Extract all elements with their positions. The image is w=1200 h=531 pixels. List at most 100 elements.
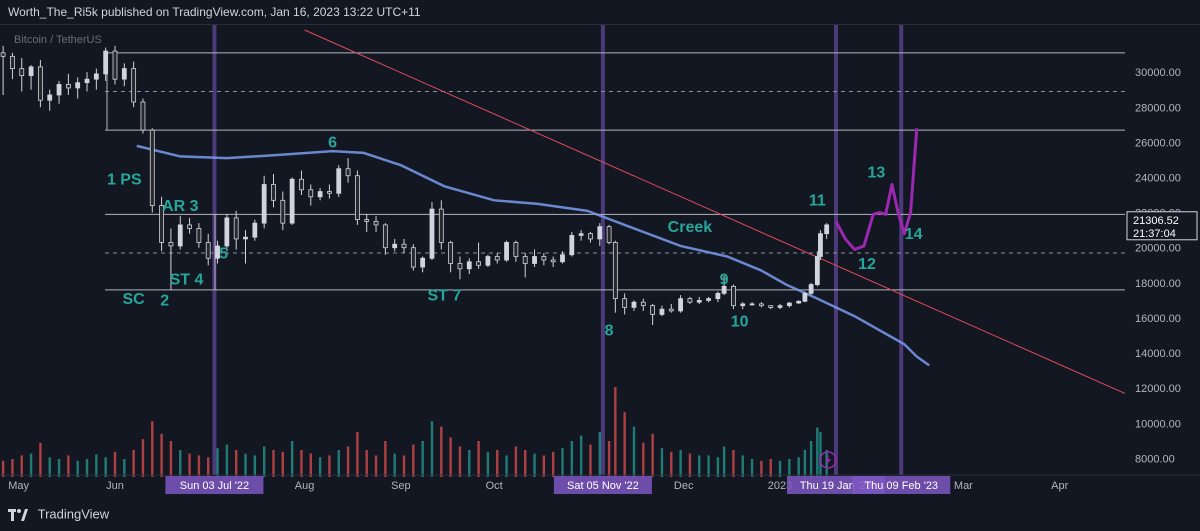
candle-body bbox=[327, 191, 332, 194]
volume-bar bbox=[660, 448, 664, 477]
volume-bar bbox=[570, 441, 574, 477]
candle-body bbox=[622, 298, 628, 308]
volume-bar bbox=[402, 455, 406, 477]
candle-body bbox=[504, 242, 509, 261]
candle-body bbox=[597, 226, 603, 240]
volume-bar bbox=[113, 451, 117, 477]
volume-bar bbox=[642, 442, 645, 477]
candle-body bbox=[56, 84, 62, 96]
price-tick-label: 16000.00 bbox=[1135, 313, 1181, 325]
volume-bar bbox=[132, 450, 135, 477]
candle-body bbox=[103, 50, 109, 75]
candle-body bbox=[410, 247, 416, 268]
volume-bar bbox=[225, 444, 229, 477]
candle-body bbox=[159, 205, 165, 243]
volume-bar bbox=[141, 439, 145, 477]
wyckoff-annotation: SC bbox=[123, 291, 146, 308]
candle-body bbox=[824, 224, 830, 235]
date-marker-line bbox=[833, 25, 838, 475]
volume-bar bbox=[309, 453, 312, 477]
volume-bar bbox=[589, 444, 592, 477]
volume-bar bbox=[337, 450, 340, 477]
volume-bar bbox=[300, 450, 303, 477]
volume-bar bbox=[732, 450, 735, 477]
price-tick-label: 12000.00 bbox=[1135, 383, 1181, 395]
volume-bar bbox=[67, 455, 70, 477]
volume-bar bbox=[123, 459, 126, 477]
candle-body bbox=[758, 303, 764, 307]
volume-bar bbox=[797, 457, 800, 477]
date-marker-label: Sat 05 Nov '22 bbox=[567, 480, 639, 492]
volume-bar bbox=[346, 446, 350, 477]
candle-body bbox=[149, 129, 155, 206]
volume-bar bbox=[234, 450, 238, 477]
price-tick-label: 26000.00 bbox=[1135, 137, 1181, 149]
candle-body bbox=[345, 168, 351, 177]
candle-body bbox=[749, 303, 755, 306]
footer-brand: TradingView bbox=[37, 506, 110, 522]
candle-body bbox=[429, 208, 435, 259]
volume-bar bbox=[825, 450, 828, 477]
candle-body bbox=[93, 73, 99, 80]
volume-bar bbox=[384, 441, 387, 477]
candle-body bbox=[808, 284, 814, 294]
month-tick-label: Dec bbox=[674, 480, 694, 492]
volume-bar bbox=[29, 453, 33, 477]
candle-body bbox=[280, 199, 286, 224]
volume-bar bbox=[104, 457, 107, 477]
candle-body bbox=[668, 308, 674, 312]
volume-bar bbox=[679, 450, 682, 477]
volume-bar bbox=[760, 460, 763, 477]
candle-body bbox=[640, 301, 646, 307]
volume-bar bbox=[39, 442, 42, 477]
volume-bar bbox=[542, 455, 546, 477]
candle-body bbox=[10, 55, 15, 70]
candle-body bbox=[317, 191, 323, 198]
date-marker-badge bbox=[553, 476, 652, 494]
wyckoff-annotation: ST 4 bbox=[170, 272, 204, 289]
projection-path bbox=[834, 128, 919, 251]
wyckoff-annotation: 14 bbox=[905, 226, 923, 243]
date-marker-line bbox=[600, 25, 605, 475]
month-tick-label: Aug bbox=[295, 480, 315, 492]
chart-frame[interactable]: 1 PS AR 3 ST 4 SC 2 5 6 ST 7 Creek 8 9 10 11 12 13 14 Bi… bbox=[0, 24, 1200, 499]
price-tick-label: 14000.00 bbox=[1135, 348, 1181, 360]
candle-body bbox=[485, 256, 491, 266]
wyckoff-annotation: 6 bbox=[328, 135, 337, 152]
volume-bar bbox=[85, 459, 89, 477]
footer-bar: TradingView bbox=[0, 498, 1200, 530]
volume-bar bbox=[328, 455, 331, 477]
volume-bar bbox=[449, 437, 452, 477]
candle-body bbox=[777, 305, 783, 308]
candle-body bbox=[768, 305, 774, 308]
volume-bar bbox=[607, 441, 611, 477]
symbol-label: Bitcoin / TetherUS bbox=[14, 34, 102, 46]
candle-body bbox=[522, 256, 528, 264]
candle-body bbox=[252, 222, 258, 238]
candle-body bbox=[289, 178, 295, 224]
candle-body bbox=[786, 302, 792, 307]
volume-bar bbox=[393, 453, 396, 477]
candle-body bbox=[336, 168, 342, 194]
candle-body bbox=[401, 243, 407, 249]
wyckoff-annotation: 5 bbox=[219, 245, 228, 262]
candle-body bbox=[243, 236, 248, 240]
candle-body bbox=[659, 308, 665, 315]
price-axis-panel bbox=[1125, 25, 1200, 475]
wyckoff-annotation: AR 3 bbox=[162, 198, 199, 215]
wyckoff-annotation: 1 PS bbox=[107, 172, 142, 189]
volume-bar bbox=[809, 441, 813, 477]
volume-bar bbox=[468, 450, 471, 477]
wyckoff-annotation: 11 bbox=[809, 193, 826, 210]
candle-body bbox=[75, 82, 81, 89]
price-chart[interactable]: 1 PS AR 3 ST 4 SC 2 5 6 ST 7 Creek 8 9 10 11 12 13 14 Bi… bbox=[0, 25, 1200, 499]
date-marker-line bbox=[899, 25, 904, 475]
current-price-label: 21306.52 bbox=[1133, 215, 1179, 227]
volume-bar bbox=[707, 455, 710, 477]
month-tick-label: Apr bbox=[1051, 480, 1068, 492]
candle-body bbox=[631, 301, 637, 308]
candle-body bbox=[392, 243, 398, 249]
price-tick-label: 24000.00 bbox=[1135, 172, 1181, 184]
wyckoff-annotation: ST 7 bbox=[428, 287, 462, 304]
volume-bar bbox=[290, 441, 294, 477]
